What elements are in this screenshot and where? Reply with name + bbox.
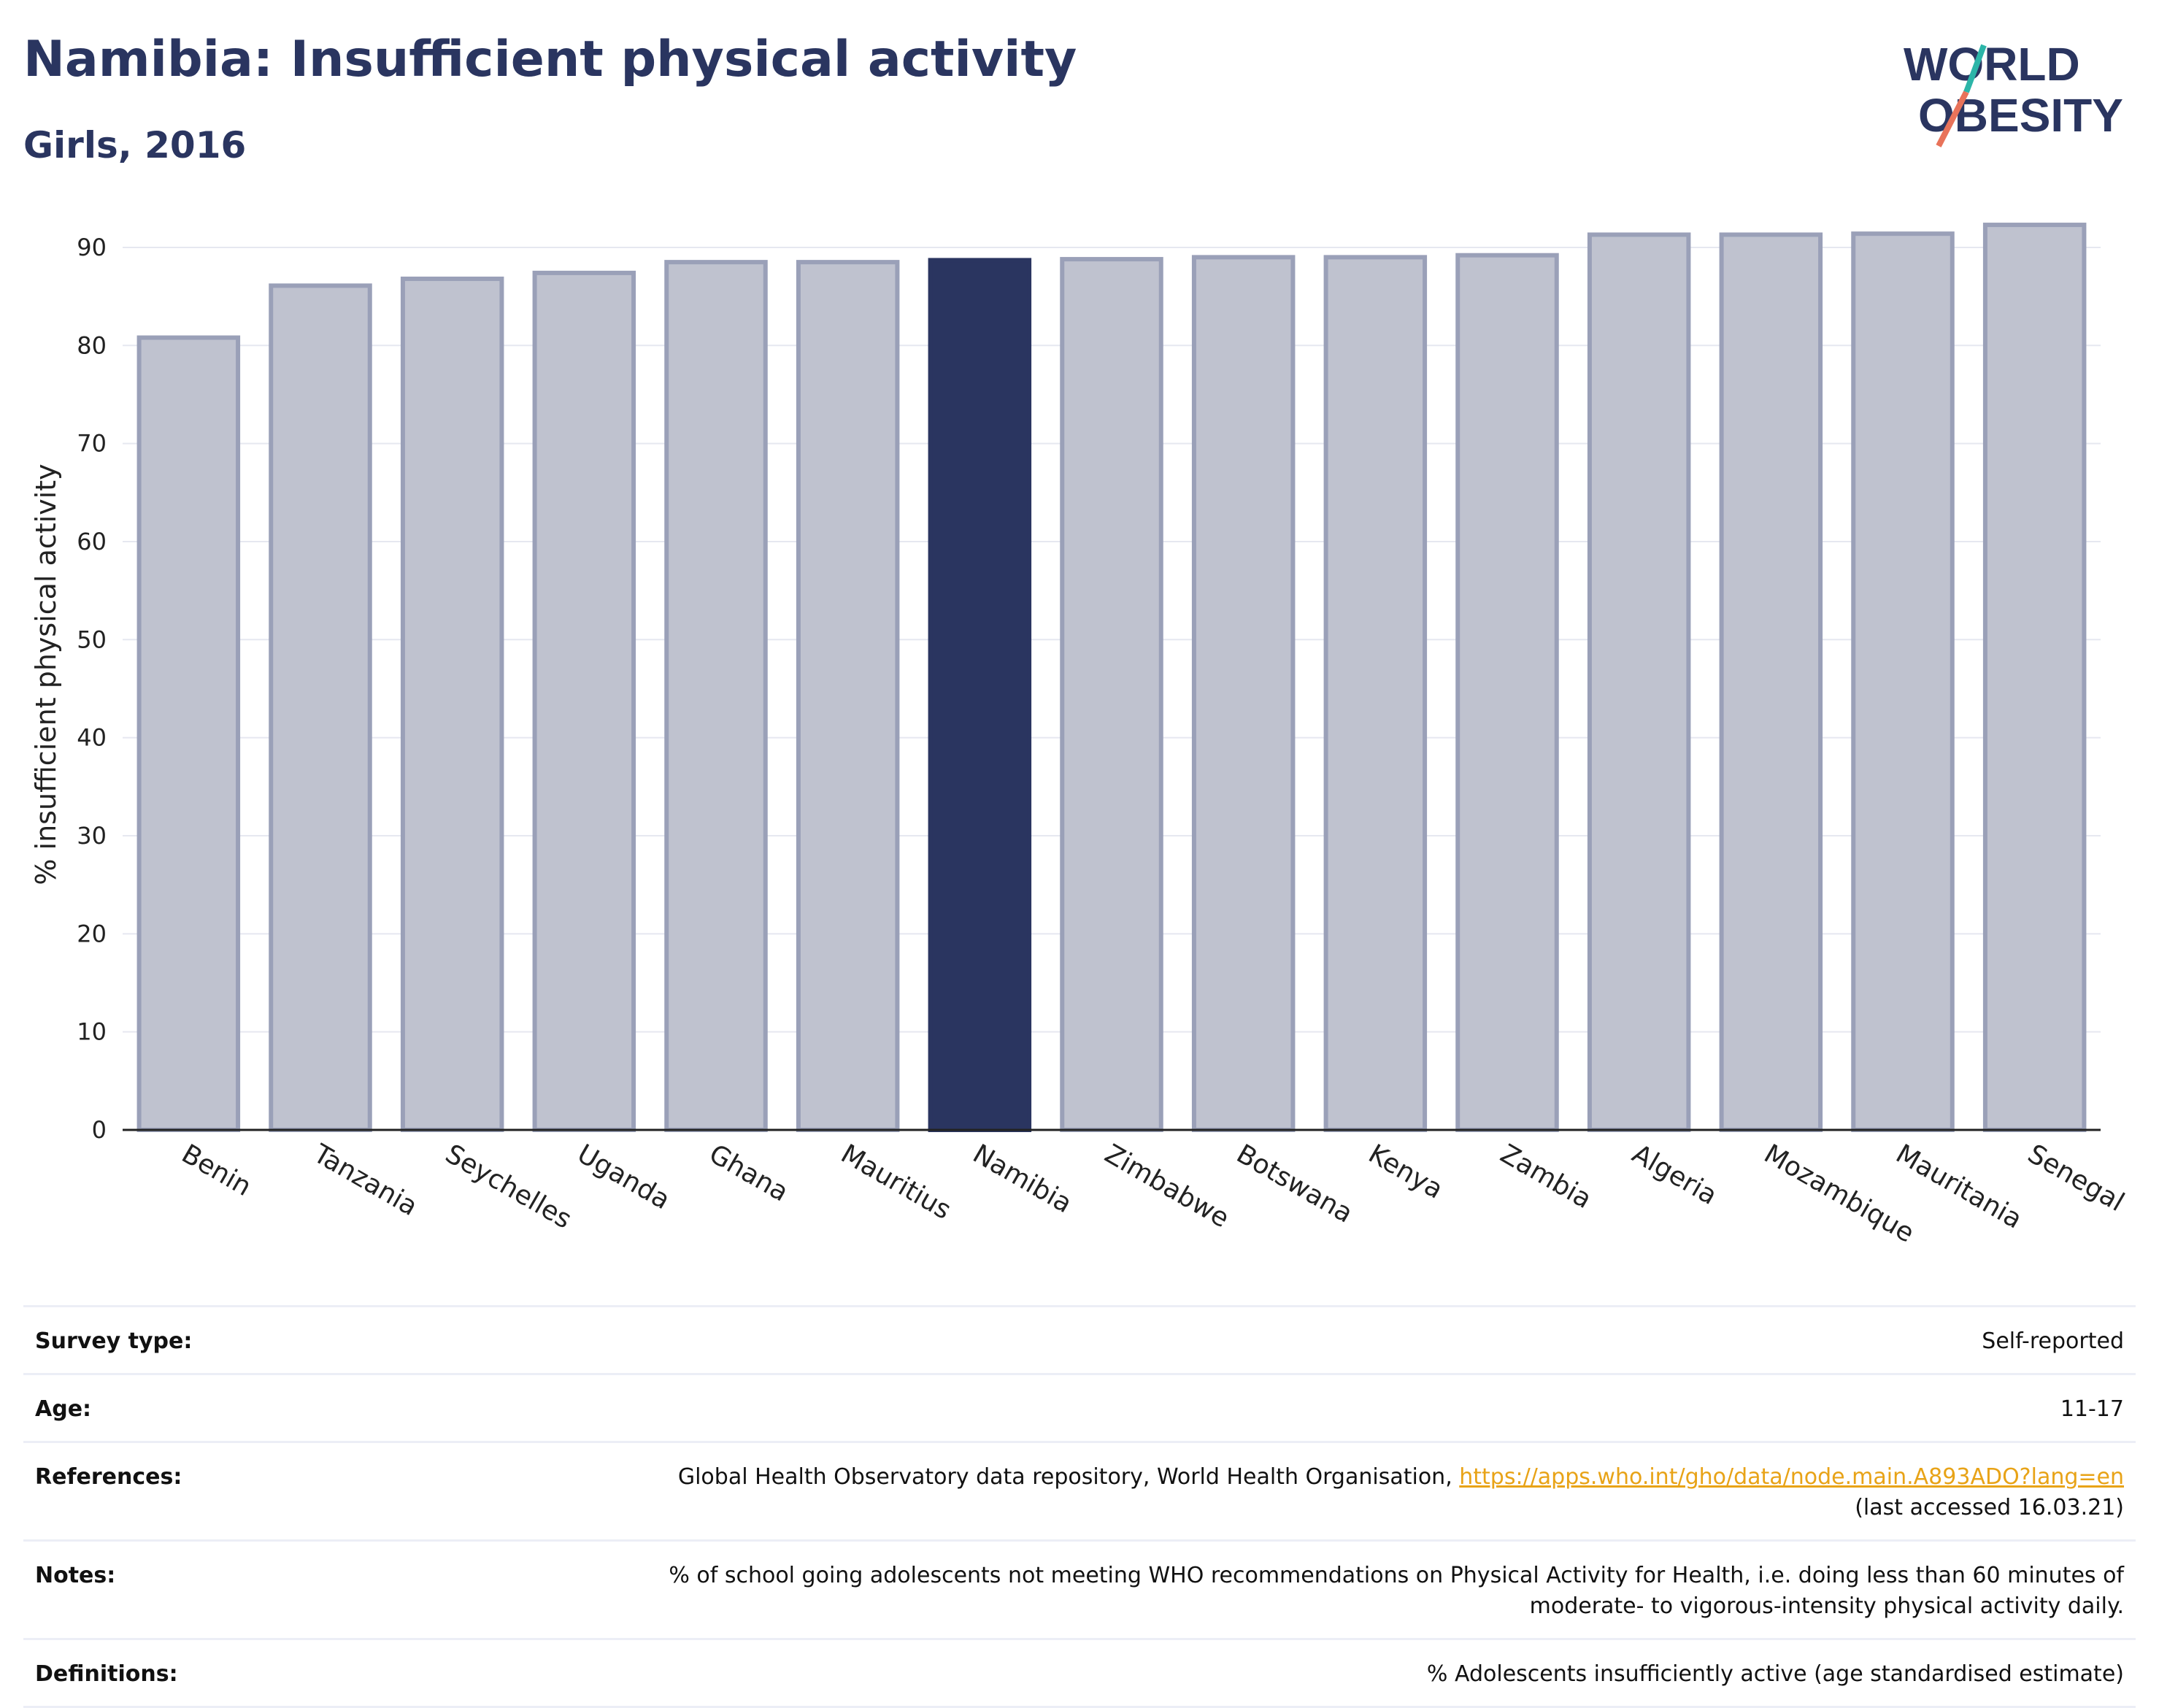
notes-label: Notes:	[35, 1563, 116, 1588]
bar	[928, 258, 1032, 1132]
references-link[interactable]: https://apps.who.int/gho/data/node.main.…	[1459, 1464, 2124, 1490]
page-subtitle: Girls, 2016	[23, 124, 247, 166]
bar	[269, 283, 372, 1132]
x-tick-label: Mauritius	[836, 1139, 956, 1226]
definitions-value: % Adolescents insufficiently active (age…	[1426, 1661, 2124, 1687]
info-row-survey: Survey type: Self-reported	[23, 1305, 2136, 1373]
x-tick-label: Senegal	[2023, 1139, 2129, 1217]
bar	[532, 270, 636, 1133]
x-tick-label: Uganda	[572, 1139, 675, 1215]
y-tick-label: 50	[77, 626, 107, 653]
bar	[1455, 253, 1559, 1132]
bar	[796, 260, 900, 1132]
notes-line-2: moderate- to vigorous-intensity physical…	[1529, 1593, 2124, 1619]
svg-text:WORLD: WORLD	[1904, 38, 2080, 91]
x-tick-label: Kenya	[1363, 1139, 1448, 1205]
page-title: Namibia: Insufficient physical activity	[23, 31, 1077, 88]
age-value: 11-17	[2060, 1396, 2124, 1422]
info-row-age: Age: 11-17	[23, 1373, 2136, 1441]
svg-text:OBESITY: OBESITY	[1918, 89, 2123, 142]
bar	[1851, 231, 1955, 1132]
references-value: Global Health Observatory data repositor…	[678, 1462, 2124, 1523]
bar-chart: 0 10 20 30 40 50 60 70 80 90 Benin Tanzania Seychell…	[30, 223, 2129, 1249]
info-row-definitions: Definitions: % Adolescents insufficientl…	[23, 1638, 2136, 1708]
age-label: Age:	[35, 1396, 92, 1422]
references-text: Global Health Observatory data repositor…	[677, 1464, 1460, 1490]
y-tick-label: 80	[77, 331, 107, 359]
y-tick-label: 40	[77, 724, 107, 752]
x-tick-label: Zimbabwe	[1100, 1139, 1234, 1234]
references-accessed: (last accessed 16.03.21)	[1855, 1495, 2124, 1520]
info-table: Survey type: Self-reported Age: 11-17 Re…	[23, 1305, 2136, 1708]
definitions-label: Definitions:	[35, 1661, 178, 1687]
bar	[1982, 223, 2087, 1132]
y-tick-label: 0	[92, 1116, 107, 1144]
y-tick-label: 30	[77, 822, 107, 850]
references-label: References:	[35, 1464, 182, 1490]
y-tick-label: 90	[77, 234, 107, 261]
y-tick-label: 70	[77, 430, 107, 458]
bar	[1719, 232, 1823, 1132]
info-row-references: References: Global Health Observatory da…	[23, 1441, 2136, 1539]
notes-value: % of school going adolescents not meetin…	[669, 1561, 2124, 1622]
y-axis-title: % insufficient physical activity	[30, 463, 62, 885]
bar	[664, 260, 768, 1132]
x-tick-label: Ghana	[704, 1139, 793, 1207]
x-tick-label: Benin	[177, 1139, 256, 1202]
survey-type-label: Survey type:	[35, 1328, 193, 1354]
world-obesity-logo: WORLD OBESITY	[1904, 38, 2123, 147]
bar	[1323, 255, 1428, 1132]
x-tick-label: Tanzania	[308, 1139, 423, 1222]
survey-type-value: Self-reported	[1982, 1328, 2124, 1354]
x-tick-label: Botswana	[1231, 1139, 1358, 1228]
x-tick-label: Zambia	[1496, 1139, 1597, 1215]
bar	[1587, 232, 1691, 1132]
bar	[1060, 257, 1163, 1132]
x-tick-label: Mozambique	[1759, 1139, 1919, 1248]
bar	[1191, 255, 1296, 1132]
info-row-notes: Notes: % of school going adolescents not…	[23, 1539, 2136, 1638]
y-tick-label: 20	[77, 920, 107, 947]
x-tick-label: Namibia	[968, 1139, 1077, 1219]
bar	[400, 276, 504, 1133]
x-tick-label: Seychelles	[440, 1139, 577, 1234]
x-tick-label: Algeria	[1627, 1139, 1722, 1211]
notes-line-1: % of school going adolescents not meetin…	[669, 1563, 2124, 1588]
y-tick-label: 10	[77, 1018, 107, 1046]
bar	[136, 335, 241, 1133]
y-tick-label: 60	[77, 528, 107, 555]
